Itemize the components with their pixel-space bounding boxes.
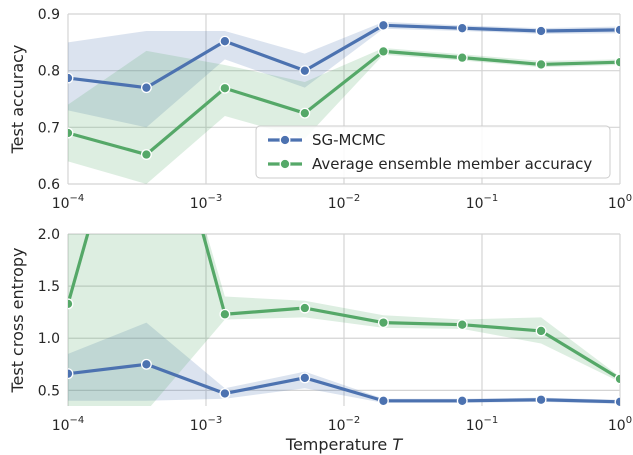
series-2-line (68, 49, 620, 157)
legend-label: SG-MCMC (312, 131, 385, 149)
legend-marker (279, 134, 291, 146)
legend-box (255, 125, 611, 179)
series-1-point (140, 358, 152, 370)
legend-label: Average ensemble member accuracy (312, 155, 592, 173)
series-1-point (140, 82, 152, 94)
series-1-point (456, 395, 468, 406)
series-2-line (68, 234, 620, 381)
series-1-point (535, 25, 547, 37)
series-2-point (377, 317, 389, 329)
series-2-point (219, 82, 231, 94)
series-2-point (140, 149, 152, 160)
y-axis-label: Test accuracy (8, 45, 27, 155)
series-1-point (219, 388, 231, 399)
series-2-band (68, 234, 620, 406)
x-axis-label: Temperature T (285, 435, 403, 454)
series-1-line (68, 362, 620, 404)
y-tick-label: 0.7 (38, 120, 60, 136)
legend: SG-MCMC Average ensemble member accuracy (255, 125, 611, 179)
series-2-point (535, 58, 547, 70)
y-tick-label: 0.9 (38, 7, 60, 23)
series-2-point (614, 373, 620, 385)
y-tick-label: 0.8 (38, 64, 60, 80)
x-tick-label: 10−3 (190, 193, 223, 212)
series-1-line (68, 23, 620, 90)
series-2-point (299, 302, 311, 314)
subplot-2: 0.5 1.0 1.5 2.0 10−4 10−3 10−2 10−1 100 Test cros… (8, 227, 632, 454)
series-1-point (299, 372, 311, 384)
x-tick-label: 100 (608, 415, 632, 434)
series-2-point (377, 45, 389, 57)
x-tick-label: 10−2 (328, 193, 361, 212)
y-axis-label: Test cross entropy (8, 247, 27, 393)
series-2-point (68, 127, 74, 139)
series-1-point (614, 24, 620, 36)
y-tick-label: 2.0 (38, 227, 60, 243)
series-1-point (614, 396, 620, 406)
legend-marker (279, 158, 291, 170)
series-2-point (614, 56, 620, 68)
y-tick-label: 0.5 (38, 383, 60, 399)
series-1-point (535, 394, 547, 406)
series-1-point (377, 395, 389, 406)
x-tick-label: 10−4 (52, 193, 85, 212)
x-tick-label: 10−4 (52, 415, 85, 434)
series-1-band (68, 322, 620, 404)
y-tick-label: 1.5 (38, 279, 60, 295)
series-2-point (535, 325, 547, 337)
x-tick-label: 100 (608, 193, 632, 212)
series-1-point (68, 72, 74, 84)
x-tick-label: 10−2 (328, 415, 361, 434)
series-2-point (219, 308, 231, 320)
x-tick-label: 10−1 (466, 193, 499, 212)
y-tick-label: 1.0 (38, 331, 60, 347)
x-tick-label: 10−1 (466, 415, 499, 434)
subplot-1: 0.6 0.7 0.8 0.9 10−4 10−3 10−2 10−1 100 Test accu… (8, 7, 632, 212)
data-layer (68, 234, 620, 406)
series-1-point (377, 19, 389, 31)
data-layer (68, 19, 620, 184)
series-1-point (456, 22, 468, 34)
series-1-point (299, 65, 311, 77)
series-2-point (299, 107, 311, 119)
series-2-band (68, 48, 620, 184)
series-2-point (456, 319, 468, 331)
series-1-point (68, 368, 74, 380)
series-2-point (68, 298, 74, 310)
series-1-band (68, 21, 620, 128)
series-2-point (456, 52, 468, 64)
x-tick-label: 10−3 (190, 415, 223, 434)
series-1-point (219, 35, 231, 47)
y-tick-label: 0.6 (38, 177, 60, 193)
